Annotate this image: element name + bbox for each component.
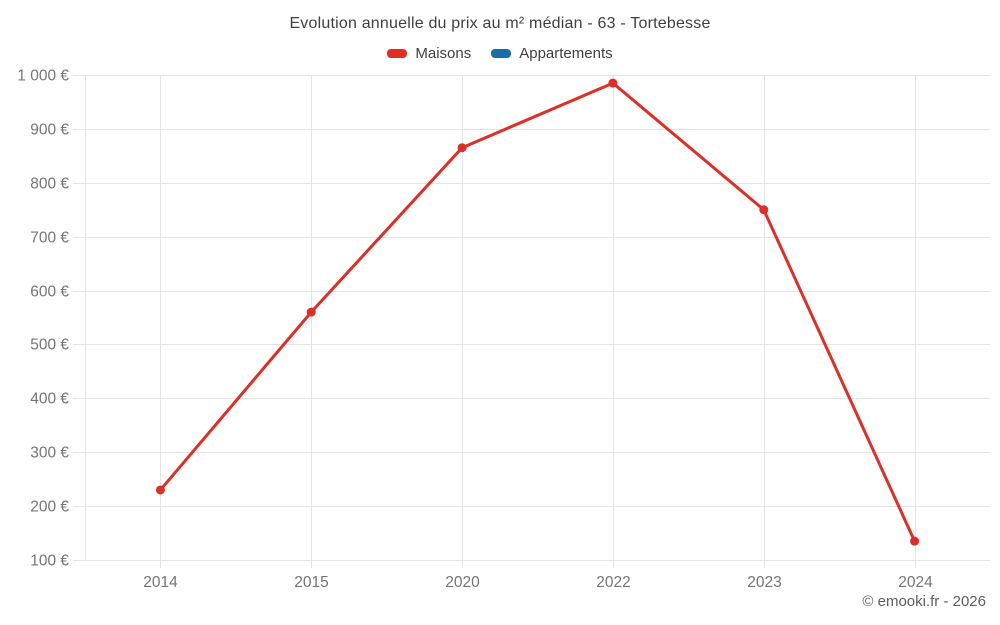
maisons-data-point-2024[interactable] — [910, 536, 920, 546]
x-axis-tick-label: 2022 — [596, 574, 630, 591]
legend-item-appartements[interactable]: Appartements — [491, 45, 613, 62]
x-axis-tick-label: 2015 — [294, 574, 328, 591]
maisons-data-point-2014[interactable] — [155, 485, 165, 495]
y-axis-tick-label: 800 € — [30, 176, 69, 193]
x-axis-tick-label: 2023 — [747, 574, 781, 591]
legend-label-maisons: Maisons — [415, 45, 472, 62]
maisons-data-point-2022[interactable] — [608, 78, 618, 88]
y-axis-tick-label: 900 € — [30, 122, 69, 139]
legend-item-maisons[interactable]: Maisons — [387, 45, 471, 62]
y-axis-tick-label: 1 000 € — [17, 68, 69, 85]
maisons-data-point-2023[interactable] — [759, 205, 769, 215]
maisons-series-line — [158, 81, 917, 543]
appartements-series-swatch — [491, 49, 512, 58]
x-axis-tick-label: 2024 — [898, 574, 933, 591]
chart-title: Evolution annuelle du prix au m² médian … — [289, 15, 711, 32]
chart-legend: Maisons Appartements — [0, 45, 1000, 62]
x-axis-tick-label: 2020 — [445, 574, 480, 591]
y-axis-tick-label: 300 € — [30, 445, 69, 462]
y-axis-tick-label: 600 € — [30, 284, 69, 301]
y-axis-tick-label: 700 € — [30, 230, 69, 247]
y-axis-tick-label: 200 € — [30, 499, 69, 516]
maisons-series-swatch — [387, 49, 408, 58]
x-axis-tick-label: 2014 — [143, 574, 178, 591]
y-axis-tick-label: 400 € — [30, 391, 69, 408]
copyright-text: © emooki.fr - 2026 — [862, 593, 986, 610]
y-axis-tick-label: 500 € — [30, 337, 69, 354]
maisons-data-point-2015[interactable] — [306, 307, 316, 317]
y-axis-tick-label: 100 € — [30, 553, 69, 570]
maisons-data-point-2020[interactable] — [457, 143, 467, 153]
legend-label-appartements: Appartements — [519, 45, 613, 62]
